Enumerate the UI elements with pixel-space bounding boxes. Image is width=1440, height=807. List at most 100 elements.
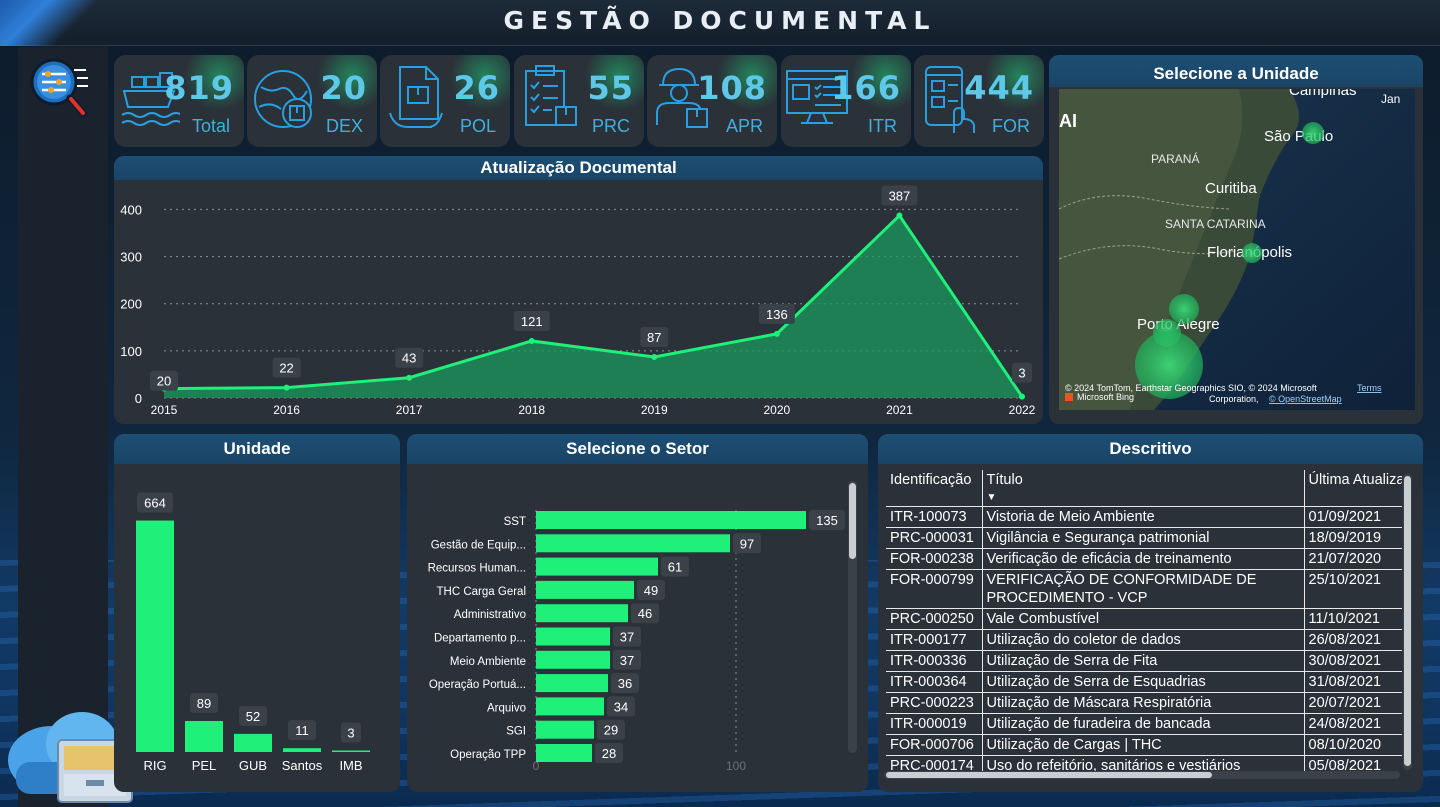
kpi-glow — [584, 55, 644, 111]
kpi-value: 20 — [320, 69, 367, 107]
bar[interactable] — [536, 557, 658, 576]
category-label: THC Carga Geral — [437, 586, 526, 598]
table-row[interactable]: FOR-000799 VERIFICAÇÃO DE CONFORMIDADE DE… — [886, 569, 1402, 609]
table-scrollbar-horizontal[interactable] — [884, 771, 1400, 779]
bar[interactable] — [536, 604, 628, 623]
bar[interactable] — [536, 511, 806, 529]
map-bubble-rig[interactable] — [1135, 331, 1203, 399]
table-row[interactable]: ITR-000336 Utilização de Serra de Fita 30/… — [886, 650, 1402, 672]
bar[interactable] — [136, 520, 174, 752]
filter-search-icon[interactable] — [24, 56, 90, 122]
corner-swoosh — [0, 0, 120, 46]
category-label: Recursos Human... — [428, 563, 526, 575]
table-row[interactable]: FOR-000238 Verificação de eficácia de tre… — [886, 548, 1402, 570]
bar[interactable] — [536, 674, 608, 693]
cell-ultima-atualizacao: 01/09/2021 — [1304, 506, 1402, 528]
kpi-card-pol[interactable]: 26 POL — [380, 55, 510, 147]
map-label-curitiba: Curitiba — [1205, 180, 1257, 197]
data-label-bg — [758, 303, 795, 324]
table-scroll-thumb-horizontal[interactable] — [886, 772, 1212, 778]
map-bubble-imb[interactable] — [1242, 243, 1262, 263]
map-bubble-santos[interactable] — [1302, 122, 1324, 144]
data-point[interactable] — [1019, 393, 1025, 400]
table-row[interactable]: PRC-000223 Utilização de Máscara Respirat… — [886, 692, 1402, 714]
table-row[interactable]: ITR-000019 Utilização de furadeira de ban… — [886, 713, 1402, 735]
cell-titulo: Utilização de Serra de Fita — [981, 650, 1305, 672]
map-panel: Selecione a Unidade Campinas Jan São Pau… — [1049, 55, 1423, 424]
bar[interactable] — [536, 697, 604, 716]
kpi-value: 108 — [697, 69, 767, 107]
cell-ultima-atualizacao: 21/07/2020 — [1304, 548, 1402, 570]
table-row[interactable]: PRC-000174 Uso do refeitório, sanitários … — [886, 755, 1402, 776]
kpi-label: FOR — [992, 116, 1030, 136]
bar[interactable] — [234, 733, 272, 752]
kpi-card-dex[interactable]: 20 DEX — [247, 55, 377, 147]
cell-ultima-atualizacao: 25/10/2021 — [1304, 569, 1402, 609]
data-label-bg — [611, 673, 639, 694]
bar[interactable] — [536, 627, 610, 646]
map-view[interactable]: Campinas Jan São Paulo PARANÁ Curitiba S… — [1059, 89, 1415, 410]
map-terms-link[interactable]: Terms — [1357, 383, 1382, 393]
table-row[interactable]: FOR-000706 Utilização de Cargas | THC 08/1… — [886, 734, 1402, 756]
sector-bar-chart[interactable]: 0 100 SST 135 Gestão de Equip... 97 Recursos H… — [407, 464, 847, 792]
line-chart-panel: Atualização Documental 0 100 200 300 400 2015… — [114, 156, 1043, 424]
bar[interactable] — [536, 580, 634, 599]
table-row[interactable]: PRC-000250 Vale Combustível 11/10/2021 — [886, 608, 1402, 630]
kpi-card-for[interactable]: 444 FOR — [914, 55, 1044, 147]
cell-identificacao: PRC-000250 — [886, 608, 982, 630]
kpi-label: Total — [191, 116, 230, 136]
bar[interactable] — [536, 744, 592, 762]
table-row[interactable]: ITR-000364 Utilização de Serra de Esquadr… — [886, 671, 1402, 693]
bar[interactable] — [332, 750, 370, 753]
data-label-bg — [809, 510, 845, 530]
cell-ultima-atualizacao: 30/08/2021 — [1304, 650, 1402, 672]
category-label: Administrativo — [454, 609, 526, 621]
cell-titulo: Vistoria de Meio Ambiente — [981, 506, 1305, 528]
kpi-card-itr[interactable]: 166 ITR — [781, 55, 911, 147]
unit-bar-chart[interactable]: 664 RIG 89 PEL 52 GUB 11 Santos 3 IMB — [114, 464, 400, 792]
col-header-ultima-atualizacao[interactable]: Última Atualização — [1308, 472, 1403, 488]
col-header-titulo[interactable]: Título ▼ — [981, 470, 1305, 507]
bar[interactable] — [185, 720, 223, 752]
kpi-card-total[interactable]: 819 Total — [114, 55, 244, 147]
data-label: 52 — [246, 709, 260, 724]
data-point[interactable] — [896, 212, 903, 219]
data-label: 28 — [602, 746, 616, 761]
table-row[interactable]: ITR-100073 Vistoria de Meio Ambiente 01/09… — [886, 506, 1402, 528]
data-point[interactable] — [406, 374, 413, 381]
map-attribution-2: Corporation, — [1209, 394, 1259, 404]
bar[interactable] — [283, 748, 321, 752]
col-header-identificacao[interactable]: Identificação — [890, 472, 972, 488]
data-label: 37 — [620, 630, 634, 645]
table-row[interactable]: ITR-000177 Utilização do coletor de dados… — [886, 629, 1402, 651]
cell-identificacao: PRC-000223 — [886, 692, 982, 714]
sector-scroll-thumb[interactable] — [849, 483, 856, 559]
series-line — [163, 213, 1024, 398]
data-label: 29 — [604, 723, 618, 738]
kpi-card-apr[interactable]: 108 APR — [647, 55, 777, 147]
bar[interactable] — [536, 720, 594, 739]
phone-form-icon — [925, 66, 975, 133]
bar[interactable] — [536, 650, 610, 669]
data-label: 3 — [1018, 366, 1025, 381]
kpi-value: 444 — [964, 69, 1034, 107]
kpi-glow — [317, 55, 377, 111]
data-point[interactable] — [528, 337, 535, 344]
table-scroll-thumb-vertical[interactable] — [1404, 476, 1411, 766]
data-point[interactable] — [651, 353, 658, 360]
bar[interactable] — [536, 534, 730, 553]
cell-ultima-atualizacao: 31/08/2021 — [1304, 671, 1402, 693]
map-bubble-pel[interactable] — [1169, 294, 1199, 324]
kpi-card-prc[interactable]: 55 PRC — [514, 55, 644, 147]
cell-identificacao: ITR-000336 — [886, 650, 982, 672]
data-point[interactable] — [283, 384, 290, 391]
x-tick-label: 2019 — [641, 403, 668, 417]
sector-scrollbar[interactable] — [848, 481, 857, 753]
data-point[interactable] — [773, 330, 780, 337]
top-bar: GESTÃO DOCUMENTAL — [0, 0, 1440, 46]
kpi-glow — [450, 55, 510, 111]
table-row[interactable]: PRC-000031 Vigilância e Segurança patrimo… — [886, 527, 1402, 549]
table-scrollbar-vertical[interactable] — [1403, 474, 1412, 770]
map-osm-link[interactable]: © OpenStreetMap — [1269, 394, 1342, 404]
